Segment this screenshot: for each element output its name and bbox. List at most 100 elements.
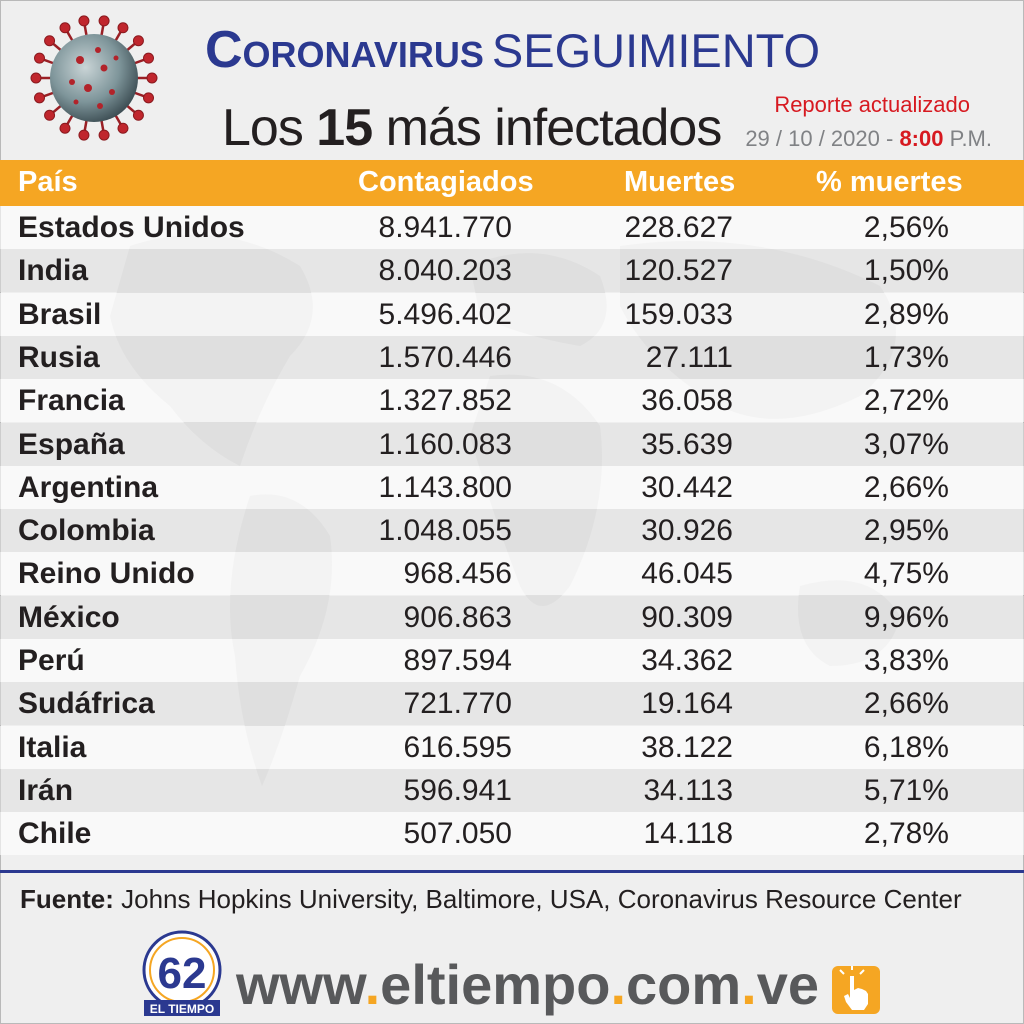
cell-deaths: 159.033 <box>624 297 733 331</box>
cell-deaths: 35.639 <box>641 427 733 461</box>
virus-spike-tip <box>44 35 56 47</box>
table-row: Colombia 1.048.055 30.926 2,95% <box>0 509 1024 553</box>
pointing-hand-icon <box>832 966 880 1014</box>
virus-spike-tip <box>30 72 42 84</box>
cell-death-pct: 2,78% <box>863 817 949 851</box>
website-url[interactable]: www.eltiempo.com.ve <box>236 952 819 1017</box>
cell-country: Irán <box>18 773 74 807</box>
cell-deaths: 34.362 <box>641 644 733 677</box>
table-row: Estados Unidos 8.941.770 228.627 2,56% <box>0 206 1024 249</box>
table-row: Irán 596.941 34.113 5,71% <box>0 768 1024 812</box>
cell-death-pct: 2,56% <box>863 211 949 244</box>
table-row: México 906.863 90.309 9,96% <box>0 595 1024 639</box>
cell-deaths: 120.527 <box>624 254 733 288</box>
cell-death-pct: 9,96% <box>863 600 949 634</box>
cell-death-pct: 2,89% <box>863 297 949 331</box>
source-note: Fuente: Johns Hopkins University, Baltim… <box>20 884 962 915</box>
cell-country: Rusia <box>18 340 100 374</box>
table-row: Reino Unido 968.456 46.045 4,75% <box>0 552 1024 596</box>
virus-spike-tip <box>143 52 155 64</box>
cell-death-pct: 4,75% <box>863 557 949 591</box>
main-title: Coronavirus seguimiento <box>205 20 820 80</box>
cell-cases: 8.941.770 <box>378 211 512 244</box>
cell-deaths: 36.058 <box>641 384 733 418</box>
cell-deaths: 27.111 <box>645 340 733 374</box>
virus-spike-tip <box>132 109 144 121</box>
virus-spike-tip <box>143 92 155 104</box>
virus-spike-tip <box>117 22 129 34</box>
source-text: Johns Hopkins University, Baltimore, USA… <box>121 884 962 914</box>
url-dot: . <box>741 953 757 1016</box>
cell-country: Brasil <box>18 297 102 331</box>
cell-country: México <box>18 600 120 634</box>
cases-table: País Contagiados Muertes % muertes Estad… <box>0 160 1024 870</box>
table-header: País Contagiados Muertes % muertes <box>0 160 1024 206</box>
cell-country: Estados Unidos <box>18 211 245 244</box>
cell-cases: 906.863 <box>403 600 512 634</box>
virus-spike-tip <box>98 15 110 27</box>
table-row: Rusia 1.570.446 27.111 1,73% <box>0 335 1024 379</box>
virus-spike-tip <box>117 122 129 134</box>
table-row: Chile 507.050 14.118 2,78% <box>0 812 1024 856</box>
cell-cases: 968.456 <box>403 557 512 591</box>
title-seguimiento: seguimiento <box>491 24 821 77</box>
cell-country: Colombia <box>18 514 155 548</box>
cell-deaths: 34.113 <box>643 773 733 807</box>
cell-cases: 8.040.203 <box>378 254 512 288</box>
subtitle: Los 15 más infectados <box>222 98 723 158</box>
column-header-deaths: Muertes <box>624 166 736 198</box>
virus-spike-tip <box>44 109 56 121</box>
cell-deaths: 90.309 <box>641 600 733 634</box>
cell-death-pct: 2,66% <box>863 470 949 504</box>
cell-deaths: 38.122 <box>641 730 733 764</box>
report-date: 29 / 10 / 2020 - <box>745 126 894 151</box>
cell-country: India <box>18 254 89 288</box>
cell-death-pct: 1,73% <box>863 340 949 374</box>
cell-cases: 1.143.800 <box>378 470 512 504</box>
virus-spike-tip <box>59 22 71 34</box>
url-part-domain: eltiempo <box>380 953 611 1016</box>
el-tiempo-62-logo: 62 EL TIEMPO <box>142 930 222 1016</box>
source-divider <box>0 870 1024 873</box>
table-row: Sudáfrica 721.770 19.164 2,66% <box>0 682 1024 726</box>
cell-cases: 616.595 <box>403 730 512 764</box>
table-row: Perú 897.594 34.362 3,83% <box>0 639 1024 682</box>
cell-country: Reino Unido <box>18 557 195 591</box>
column-header-death-pct: % muertes <box>816 166 963 198</box>
virus-spike-tip <box>98 129 110 141</box>
report-time: 8:00 <box>899 126 944 151</box>
column-header-country: País <box>18 166 78 198</box>
cell-cases: 1.570.446 <box>378 340 512 374</box>
cell-country: España <box>18 427 125 461</box>
source-label: Fuente: <box>20 884 114 914</box>
virus-spike-tip <box>33 92 45 104</box>
url-dot: . <box>364 953 381 1016</box>
cell-cases: 1.160.083 <box>378 427 512 461</box>
url-part-www: www <box>236 953 365 1016</box>
cell-death-pct: 2,95% <box>863 514 949 548</box>
cell-cases: 596.941 <box>403 773 512 807</box>
report-label: Reporte actualizado <box>774 92 970 117</box>
cell-country: Chile <box>18 817 92 851</box>
cell-deaths: 228.627 <box>624 211 733 244</box>
cell-cases: 1.327.852 <box>378 384 512 418</box>
cell-death-pct: 2,72% <box>863 384 949 418</box>
cell-deaths: 19.164 <box>641 687 733 721</box>
virus-spike-tip <box>33 52 45 64</box>
url-part-ve: ve <box>756 953 820 1016</box>
cell-death-pct: 3,07% <box>863 427 949 461</box>
cell-cases: 897.594 <box>403 644 512 677</box>
cell-country: Italia <box>18 730 87 764</box>
cell-cases: 721.770 <box>403 687 512 721</box>
cell-deaths: 30.442 <box>641 470 733 504</box>
cell-deaths: 14.118 <box>643 817 733 851</box>
cell-cases: 507.050 <box>403 817 512 851</box>
table-row: Argentina 1.143.800 30.442 2,66% <box>0 465 1024 509</box>
cell-deaths: 46.045 <box>641 557 733 591</box>
virus-spike-tip <box>78 15 90 27</box>
cell-country: Perú <box>18 644 85 677</box>
table-row: India 8.040.203 120.527 1,50% <box>0 249 1024 293</box>
subtitle-suffix: más infectados <box>385 99 723 157</box>
cell-country: Francia <box>18 384 125 418</box>
cell-country: Argentina <box>18 470 159 504</box>
